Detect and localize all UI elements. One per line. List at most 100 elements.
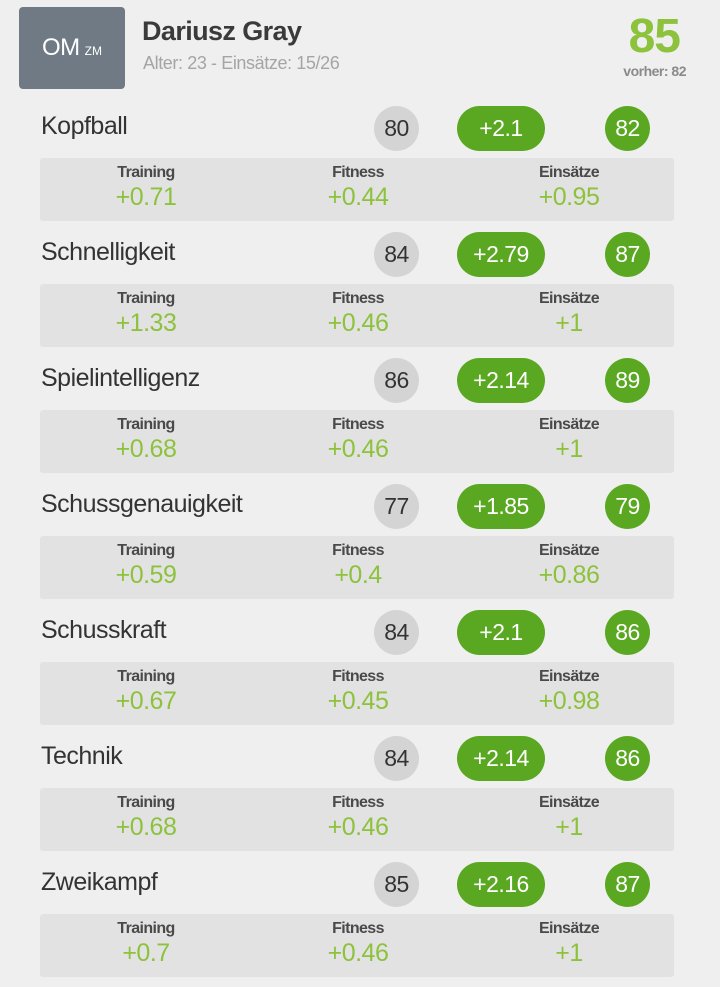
einsaetze-value: +0.86 — [538, 561, 600, 589]
new-value: 82 — [605, 106, 650, 151]
player-header: OM ZM Dariusz Gray Alter: 23 - Einsätze:… — [0, 0, 720, 100]
einsaetze-value: +1 — [555, 309, 583, 337]
attribute-row: Schussgenauigkeit 77 +1.85 79 Training +… — [0, 478, 720, 604]
attribute-name: Technik — [41, 742, 123, 770]
training-cell: Training +0.68 — [71, 794, 221, 842]
fitness-label: Fitness — [332, 794, 384, 811]
attribute-name: Kopfball — [41, 112, 128, 140]
gain-breakdown: Training +0.67 Fitness +0.45 Einsätze +0… — [40, 662, 674, 725]
new-value: 87 — [605, 862, 650, 907]
base-value: 86 — [374, 358, 419, 403]
training-value: +0.59 — [115, 561, 177, 589]
fitness-value: +0.46 — [327, 435, 389, 463]
training-cell: Training +0.67 — [71, 668, 221, 716]
player-meta: Alter: 23 - Einsätze: 15/26 — [143, 53, 340, 73]
training-cell: Training +0.59 — [71, 542, 221, 590]
new-value: 86 — [605, 610, 650, 655]
einsaetze-cell: Einsätze +1 — [494, 794, 644, 842]
attribute-list: Kopfball 80 +2.1 82 Training +0.71 Fitne… — [0, 100, 720, 982]
fitness-value: +0.45 — [327, 687, 389, 715]
base-value: 84 — [374, 610, 419, 655]
overall-rating: 85 — [628, 10, 681, 63]
training-label: Training — [117, 542, 175, 559]
attribute-row: Kopfball 80 +2.1 82 Training +0.71 Fitne… — [0, 100, 720, 226]
einsaetze-value: +1 — [555, 813, 583, 841]
attribute-row: Spielintelligenz 86 +2.14 89 Training +0… — [0, 352, 720, 478]
attribute-name: Schusskraft — [41, 616, 167, 644]
fitness-label: Fitness — [332, 542, 384, 559]
fitness-cell: Fitness +0.46 — [283, 920, 433, 968]
training-label: Training — [117, 668, 175, 685]
einsaetze-cell: Einsätze +0.98 — [494, 668, 644, 716]
fitness-value: +0.44 — [327, 183, 389, 211]
fitness-cell: Fitness +0.46 — [283, 794, 433, 842]
training-value: +0.7 — [122, 939, 170, 967]
training-value: +0.67 — [115, 687, 177, 715]
fitness-cell: Fitness +0.46 — [283, 290, 433, 338]
fitness-label: Fitness — [332, 164, 384, 181]
base-value: 80 — [374, 106, 419, 151]
training-value: +0.68 — [115, 813, 177, 841]
einsaetze-label: Einsätze — [538, 542, 600, 559]
einsaetze-cell: Einsätze +1 — [494, 290, 644, 338]
gain-breakdown: Training +0.7 Fitness +0.46 Einsätze +1 — [40, 914, 674, 977]
einsaetze-value: +0.95 — [538, 183, 600, 211]
training-label: Training — [117, 290, 175, 307]
attribute-row: Technik 84 +2.14 86 Training +0.68 Fitne… — [0, 730, 720, 856]
attribute-row: Schusskraft 84 +2.1 86 Training +0.67 Fi… — [0, 604, 720, 730]
attribute-name: Spielintelligenz — [41, 364, 200, 392]
einsaetze-label: Einsätze — [538, 164, 600, 181]
new-value: 89 — [605, 358, 650, 403]
fitness-value: +0.46 — [327, 813, 389, 841]
training-value: +1.33 — [115, 309, 177, 337]
einsaetze-label: Einsätze — [538, 416, 600, 433]
new-value: 87 — [605, 232, 650, 277]
gain-breakdown: Training +0.68 Fitness +0.46 Einsätze +1 — [40, 410, 674, 473]
new-value: 86 — [605, 736, 650, 781]
einsaetze-cell: Einsätze +0.95 — [494, 164, 644, 212]
gain-breakdown: Training +1.33 Fitness +0.46 Einsätze +1 — [40, 284, 674, 347]
fitness-cell: Fitness +0.45 — [283, 668, 433, 716]
fitness-label: Fitness — [332, 920, 384, 937]
einsaetze-label: Einsätze — [538, 290, 600, 307]
position-primary: OM — [42, 34, 80, 61]
training-value: +0.71 — [115, 183, 177, 211]
gain-value: +2.1 — [457, 106, 545, 151]
einsaetze-label: Einsätze — [538, 920, 600, 937]
training-label: Training — [117, 164, 175, 181]
training-label: Training — [117, 416, 175, 433]
training-label: Training — [117, 920, 175, 937]
attribute-row: Schnelligkeit 84 +2.79 87 Training +1.33… — [0, 226, 720, 352]
base-value: 84 — [374, 232, 419, 277]
gain-breakdown: Training +0.59 Fitness +0.4 Einsätze +0.… — [40, 536, 674, 599]
training-value: +0.68 — [115, 435, 177, 463]
fitness-label: Fitness — [332, 290, 384, 307]
fitness-value: +0.46 — [327, 309, 389, 337]
gain-value: +2.1 — [457, 610, 545, 655]
attribute-name: Zweikampf — [41, 868, 158, 896]
training-cell: Training +0.71 — [71, 164, 221, 212]
fitness-cell: Fitness +0.44 — [283, 164, 433, 212]
einsaetze-value: +1 — [555, 939, 583, 967]
previous-rating: vorher: 82 — [623, 63, 686, 79]
base-value: 77 — [374, 484, 419, 529]
gain-value: +2.16 — [457, 862, 545, 907]
gain-value: +2.14 — [457, 736, 545, 781]
einsaetze-value: +0.98 — [538, 687, 600, 715]
gain-breakdown: Training +0.71 Fitness +0.44 Einsätze +0… — [40, 158, 674, 221]
training-label: Training — [117, 794, 175, 811]
fitness-value: +0.4 — [334, 561, 382, 589]
training-cell: Training +0.68 — [71, 416, 221, 464]
attribute-name: Schussgenauigkeit — [41, 490, 243, 518]
einsaetze-cell: Einsätze +1 — [494, 920, 644, 968]
attribute-row: Zweikampf 85 +2.16 87 Training +0.7 Fitn… — [0, 856, 720, 982]
position-secondary: ZM — [84, 44, 102, 58]
player-name: Dariusz Gray — [142, 16, 302, 46]
gain-value: +2.79 — [457, 232, 545, 277]
gain-value: +1.85 — [457, 484, 545, 529]
training-cell: Training +0.7 — [71, 920, 221, 968]
einsaetze-value: +1 — [555, 435, 583, 463]
training-cell: Training +1.33 — [71, 290, 221, 338]
fitness-label: Fitness — [332, 416, 384, 433]
fitness-value: +0.46 — [327, 939, 389, 967]
